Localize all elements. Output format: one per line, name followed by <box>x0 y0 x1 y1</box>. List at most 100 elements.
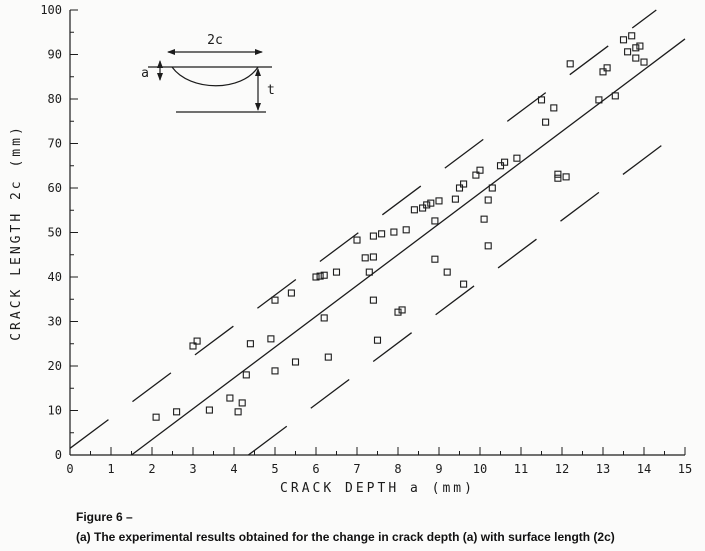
data-point <box>628 32 636 40</box>
data-point <box>435 197 443 205</box>
x-tick-label: 0 <box>66 462 73 476</box>
x-tick-label: 13 <box>596 462 610 476</box>
x-tick-label: 11 <box>514 462 528 476</box>
data-point <box>566 60 574 68</box>
data-point <box>451 195 459 203</box>
data-point <box>484 242 492 250</box>
data-point <box>554 170 562 178</box>
data-point <box>369 232 377 240</box>
data-point <box>271 367 279 375</box>
data-point <box>431 255 439 263</box>
data-point <box>226 394 234 402</box>
data-point <box>242 371 250 379</box>
data-point <box>513 154 521 162</box>
data-point <box>369 296 377 304</box>
scatter-band-line-0 <box>69 9 657 449</box>
data-point <box>599 68 607 76</box>
inset-t-label: t <box>267 83 275 98</box>
figure-description: (a) The experimental results obtained fo… <box>76 530 615 544</box>
data-point <box>394 308 402 316</box>
inset-2c-label: 2c <box>207 33 223 48</box>
data-point <box>603 64 611 72</box>
data-point <box>246 340 254 348</box>
data-point <box>443 268 451 276</box>
x-tick-label: 12 <box>555 462 569 476</box>
data-point <box>238 399 246 407</box>
data-point <box>619 36 628 44</box>
data-point <box>427 199 435 207</box>
plot-area: 0 1 2 3 4 5 6 7 8 9 10 11 12 13 14 15010203040506070809… <box>9 3 692 496</box>
figure-number: Figure 6 – <box>76 510 133 524</box>
data-point <box>378 230 386 238</box>
data-point <box>501 158 509 166</box>
data-point <box>632 44 640 52</box>
y-tick-label: 40 <box>48 270 62 284</box>
data-point <box>632 54 640 62</box>
data-point <box>488 184 496 192</box>
data-point <box>271 296 279 304</box>
data-point <box>320 314 328 322</box>
data-point <box>353 236 361 244</box>
x-tick-label: 3 <box>189 462 196 476</box>
y-tick-label: 50 <box>48 226 62 240</box>
data-point <box>390 228 398 236</box>
x-tick-label: 6 <box>312 462 319 476</box>
x-tick-label: 14 <box>637 462 651 476</box>
data-point <box>369 253 377 261</box>
data-point <box>562 173 570 181</box>
y-tick-label: 0 <box>55 448 62 462</box>
y-tick-label: 60 <box>48 181 62 195</box>
scatter-band-line-1 <box>247 127 686 456</box>
data-point <box>611 92 619 100</box>
data-point <box>554 174 562 182</box>
data-point <box>332 268 341 276</box>
data-point <box>460 280 468 288</box>
inset-crack-arc <box>171 66 259 87</box>
data-point <box>267 335 275 343</box>
trend-line <box>131 38 686 456</box>
data-point <box>361 254 369 262</box>
data-point <box>484 196 492 204</box>
data-point <box>189 342 197 350</box>
inset-a-label: a <box>141 66 149 81</box>
y-tick-label: 80 <box>48 92 62 106</box>
data-point <box>624 48 632 56</box>
x-tick-label: 2 <box>148 462 155 476</box>
data-point <box>537 96 546 104</box>
data-point <box>193 337 201 345</box>
x-tick-label: 4 <box>230 462 237 476</box>
y-tick-label: 10 <box>48 404 62 418</box>
y-tick-label: 20 <box>48 359 62 373</box>
data-point <box>291 358 300 366</box>
x-tick-label: 9 <box>435 462 442 476</box>
scatter-chart: 0 1 2 3 4 5 6 7 8 9 10 11 12 13 14 15010203040506070809… <box>9 3 692 496</box>
data-point <box>550 104 558 112</box>
x-tick-label: 7 <box>353 462 360 476</box>
data-point <box>205 406 213 414</box>
data-point <box>173 408 181 416</box>
y-tick-label: 30 <box>48 315 62 329</box>
x-tick-label: 15 <box>678 462 692 476</box>
data-point <box>455 184 464 192</box>
data-point <box>496 162 505 170</box>
x-tick-label: 5 <box>271 462 278 476</box>
data-point <box>640 58 648 66</box>
data-point <box>312 273 320 281</box>
data-point <box>460 180 468 188</box>
data-point <box>636 42 644 50</box>
data-point <box>320 271 328 279</box>
data-point <box>324 353 332 361</box>
data-point <box>316 272 324 280</box>
y-tick-label: 90 <box>48 48 62 62</box>
data-point <box>410 206 418 214</box>
data-point <box>472 171 480 179</box>
y-tick-label: 70 <box>48 137 62 151</box>
data-point <box>423 201 431 209</box>
data-point <box>373 336 382 344</box>
x-axis-title: CRACK DEPTH a (mm) <box>280 481 475 496</box>
data-point <box>234 408 242 416</box>
x-tick-label: 8 <box>394 462 401 476</box>
data-point <box>431 217 439 225</box>
data-point <box>287 289 295 297</box>
